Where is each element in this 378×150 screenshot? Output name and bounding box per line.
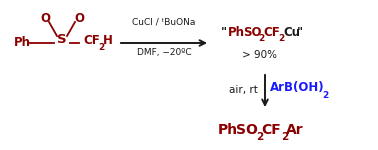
Text: 2: 2 [98, 42, 104, 51]
Text: 2: 2 [256, 132, 263, 142]
Text: ": " [221, 26, 227, 39]
Text: 2: 2 [258, 33, 264, 42]
Text: CuCl / ᵗBuONa: CuCl / ᵗBuONa [132, 18, 196, 27]
Text: CF: CF [263, 26, 280, 39]
Text: S: S [57, 33, 67, 46]
Text: Cu: Cu [283, 26, 300, 39]
Text: O: O [74, 12, 84, 24]
Text: DMF, −20ºC: DMF, −20ºC [137, 48, 191, 57]
Text: CF: CF [83, 34, 100, 48]
Text: CF: CF [261, 123, 281, 137]
Text: 2: 2 [322, 90, 328, 99]
Text: 2: 2 [278, 33, 284, 42]
Text: ": " [297, 26, 303, 39]
Text: ArB(OH): ArB(OH) [270, 81, 325, 94]
Text: Ar: Ar [286, 123, 304, 137]
Text: Ph: Ph [218, 123, 238, 137]
Text: air, rt: air, rt [229, 85, 258, 95]
Text: O: O [40, 12, 50, 24]
Text: SO: SO [243, 26, 262, 39]
Text: H: H [103, 34, 113, 48]
Text: Ph: Ph [14, 36, 31, 50]
Text: > 90%: > 90% [243, 50, 277, 60]
Text: 2: 2 [281, 132, 288, 142]
Text: SO: SO [236, 123, 258, 137]
Text: Ph: Ph [228, 26, 245, 39]
